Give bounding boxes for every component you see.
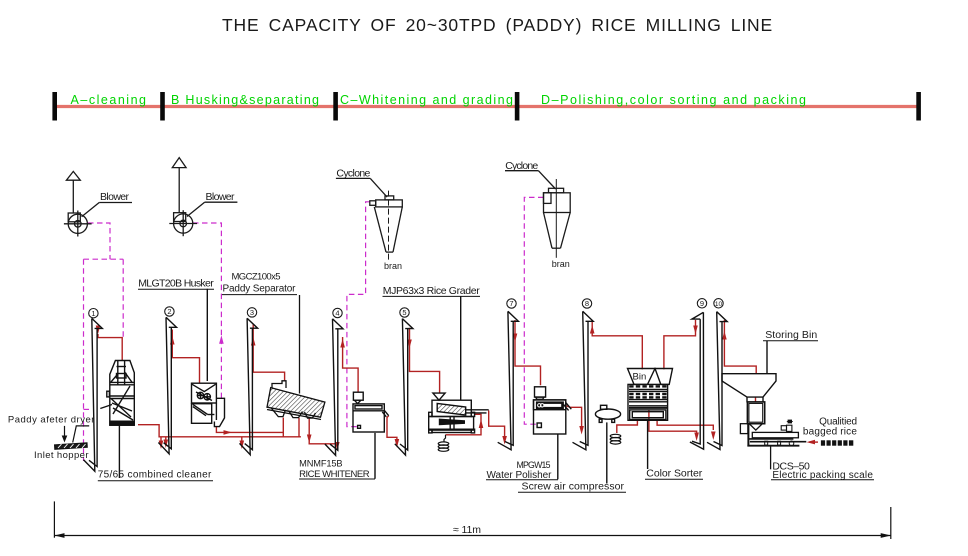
svg-text:Color Sorter: Color Sorter: [646, 468, 703, 480]
svg-text:Cyclone: Cyclone: [336, 168, 370, 180]
svg-text:Water Polisher: Water Polisher: [487, 470, 553, 481]
svg-text:5: 5: [402, 308, 406, 317]
svg-text:DCS–50: DCS–50: [772, 461, 810, 473]
svg-text:Storing Bin: Storing Bin: [765, 329, 817, 341]
svg-text:Electric packing scale: Electric packing scale: [772, 470, 873, 481]
svg-text:1: 1: [91, 309, 95, 318]
svg-text:Bin: Bin: [633, 372, 647, 383]
svg-text:bagged rice: bagged rice: [803, 427, 857, 438]
svg-text:D–Polishing,color sorting and: D–Polishing,color sorting and packing: [541, 93, 806, 107]
svg-text:Inlet hopper: Inlet hopper: [34, 450, 89, 461]
svg-text:Blower: Blower: [206, 191, 236, 203]
svg-text:75/65 combined cleaner: 75/65 combined cleaner: [98, 470, 212, 481]
svg-text:≈ 11m: ≈ 11m: [453, 524, 481, 536]
svg-text:RICE WHITENER: RICE WHITENER: [299, 469, 370, 480]
svg-text:Cyclone: Cyclone: [505, 160, 538, 172]
svg-text:Screw air compressor: Screw air compressor: [522, 481, 625, 493]
svg-text:Blower: Blower: [100, 191, 130, 203]
svg-text:MPGW15: MPGW15: [517, 460, 551, 470]
svg-text:7: 7: [509, 299, 513, 308]
svg-text:Paddy Separator: Paddy Separator: [223, 284, 297, 295]
svg-text:9: 9: [700, 299, 704, 308]
svg-text:8: 8: [585, 299, 589, 308]
svg-text:3: 3: [250, 308, 254, 317]
svg-text:Paddy afeter dryer: Paddy afeter dryer: [8, 415, 95, 426]
svg-text:bran: bran: [552, 259, 570, 269]
svg-text:Qualitied: Qualitied: [819, 417, 857, 428]
svg-text:MLGT20B Husker: MLGT20B Husker: [138, 278, 214, 290]
svg-text:10: 10: [715, 301, 723, 308]
svg-text:bran: bran: [384, 261, 402, 271]
svg-text:4: 4: [335, 309, 339, 318]
svg-text:MJP63x3 Rice Grader: MJP63x3 Rice Grader: [383, 285, 481, 297]
svg-text:THE CAPACITY OF 20~30TPD (PADD: THE CAPACITY OF 20~30TPD (PADDY) RICE MI…: [222, 15, 773, 35]
svg-text:MNMF15B: MNMF15B: [299, 459, 343, 469]
svg-text:B Husking&separating: B Husking&separating: [171, 93, 319, 107]
svg-text:2: 2: [167, 307, 171, 316]
svg-text:MGCZ100x5: MGCZ100x5: [232, 272, 281, 283]
